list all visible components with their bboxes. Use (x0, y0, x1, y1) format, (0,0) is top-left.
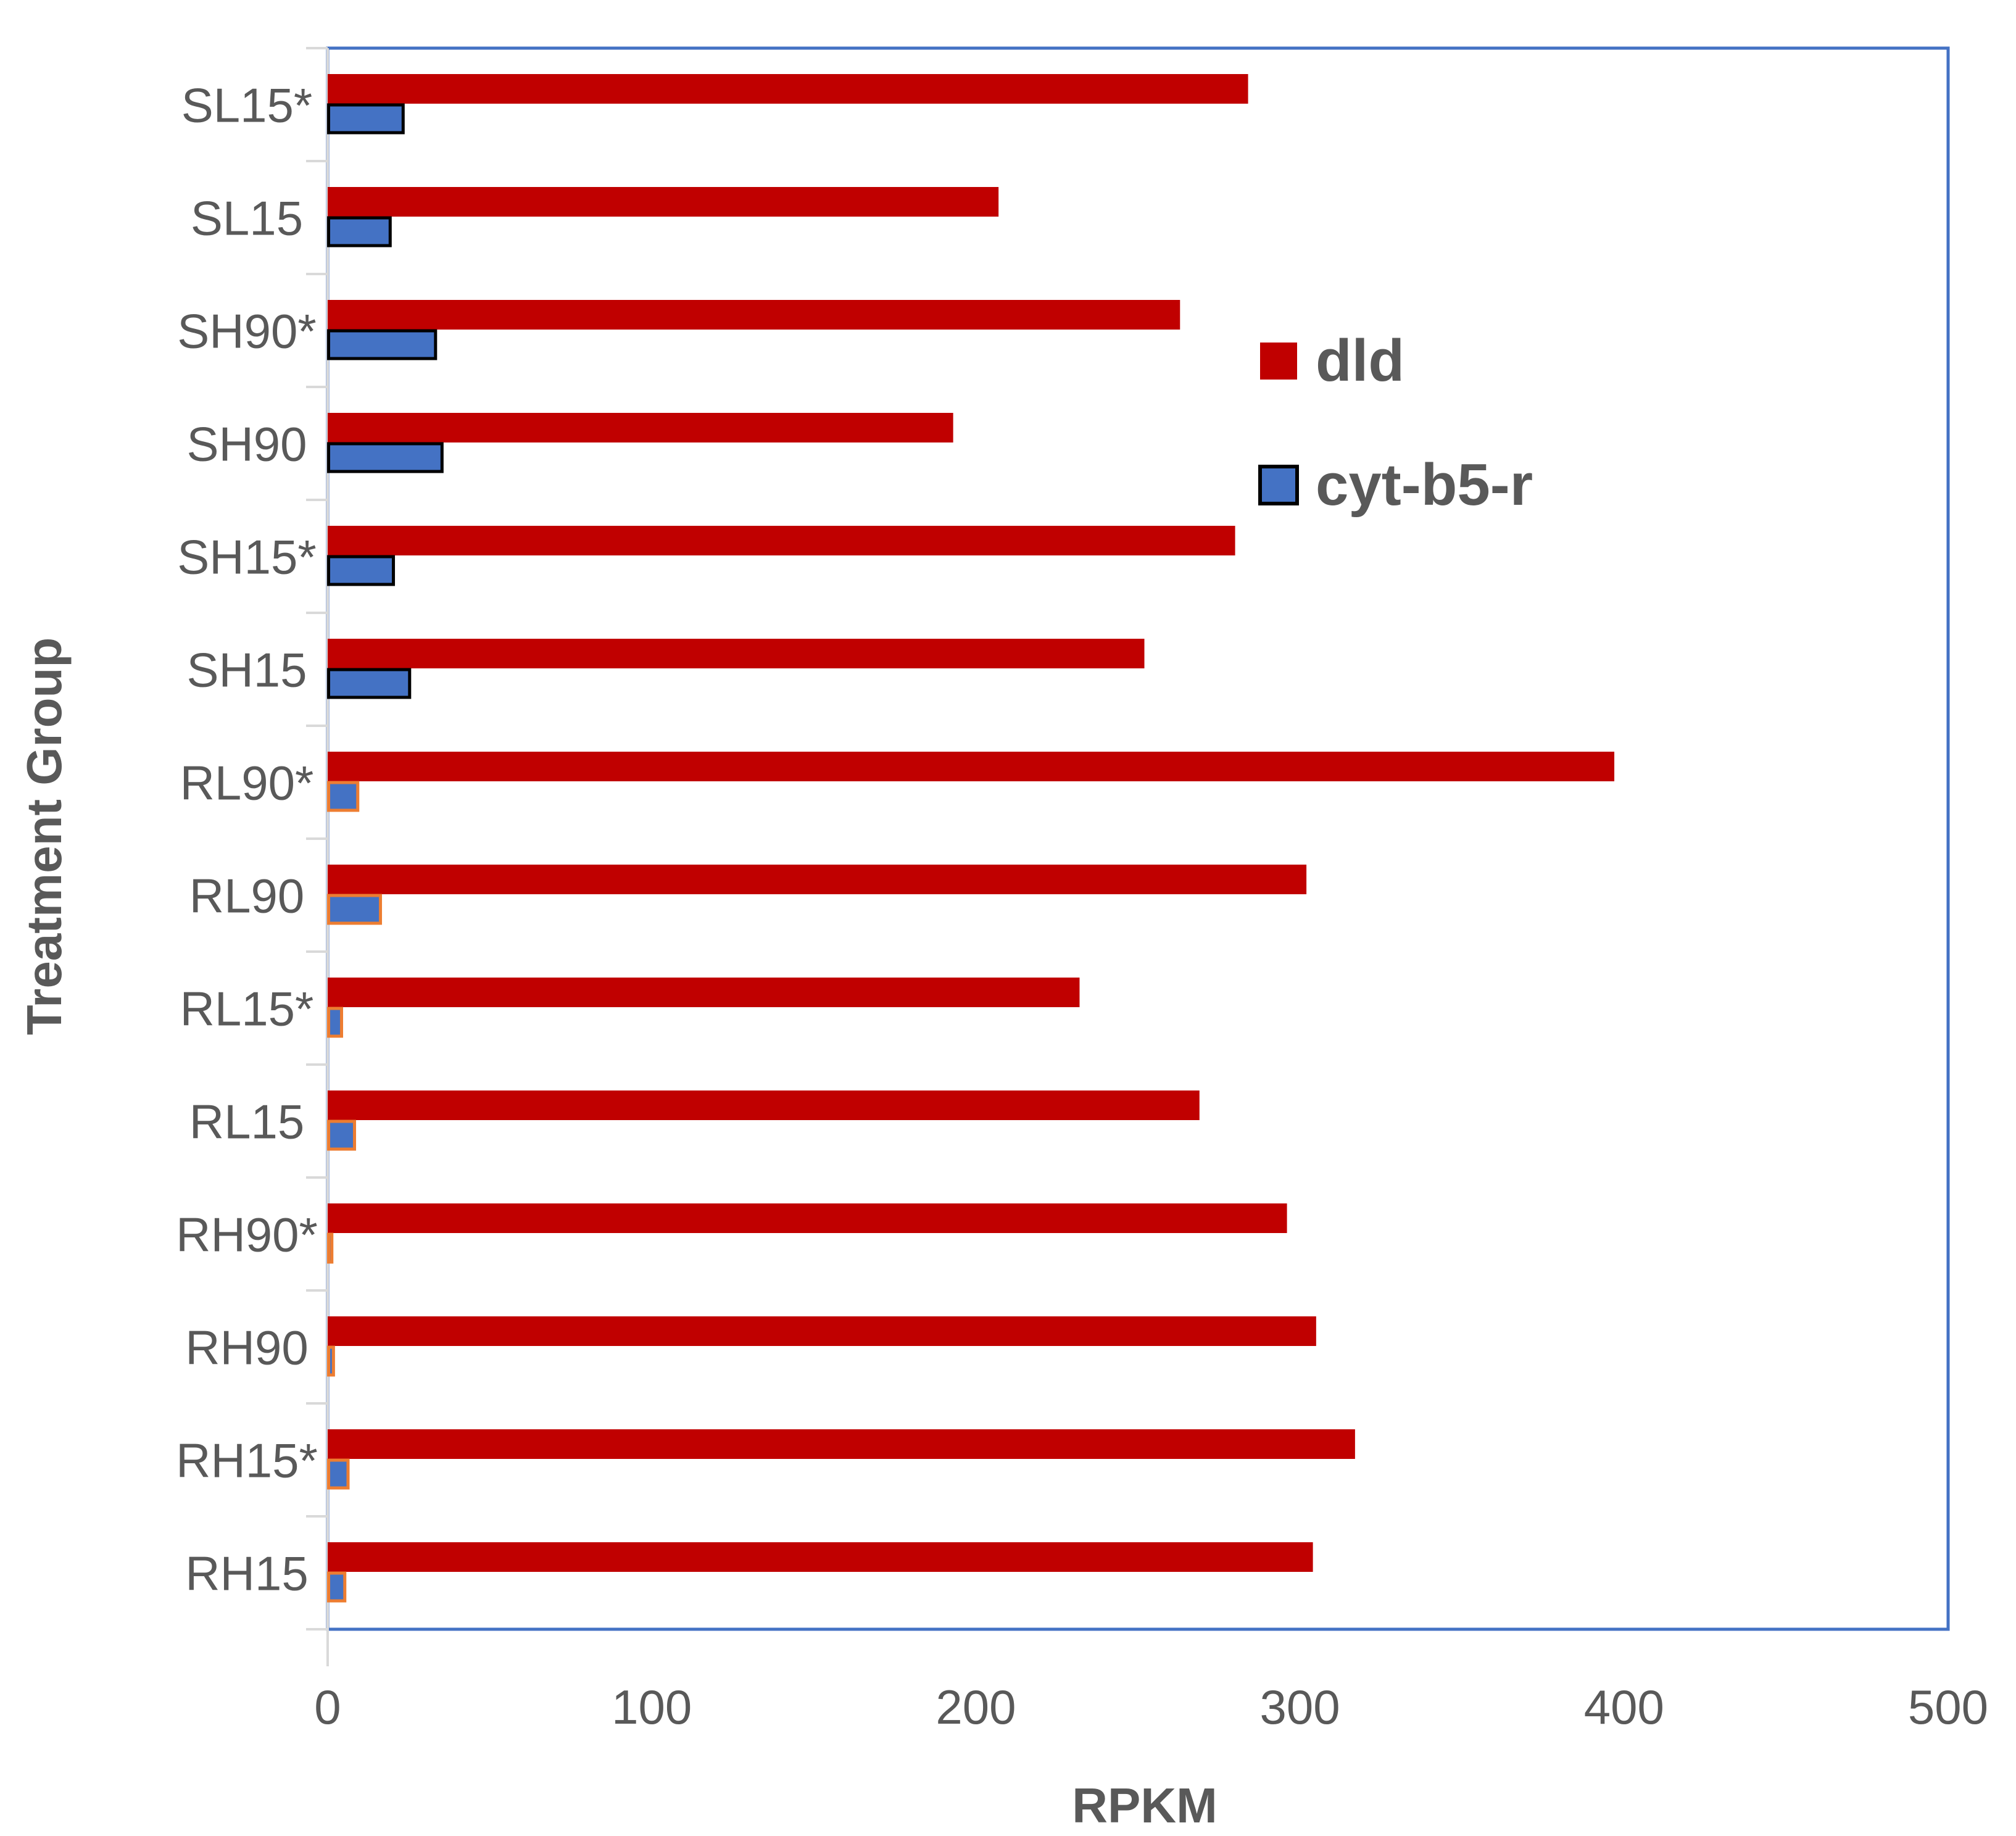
category-axis-ticks (306, 47, 328, 1630)
category-label: RL90 (189, 869, 304, 923)
bar-cyt-b5-r (327, 668, 412, 699)
bar-dld (328, 978, 1080, 1007)
legend-label: cyt-b5-r (1316, 452, 1533, 518)
legend-swatch (1260, 343, 1297, 380)
category-label: RL15 (189, 1095, 304, 1149)
bar-cyt-b5-r (327, 442, 444, 473)
bars (327, 74, 1615, 1603)
category-label: RH15* (176, 1434, 318, 1488)
category-label: SH90* (177, 304, 316, 359)
category-label: SH90 (186, 417, 307, 471)
plot-frame (326, 46, 1950, 1631)
bar-cyt-b5-r (327, 103, 405, 135)
bar-cyt-b5-r (327, 1458, 350, 1490)
y-axis-title: Treatment Group (17, 638, 72, 1036)
value-tick-label: 300 (1260, 1680, 1340, 1734)
x-axis-title: RPKM (1072, 1778, 1217, 1833)
bar-cyt-b5-r (327, 216, 392, 247)
bar-cyt-b5-r (327, 781, 360, 812)
value-tick-label: 0 (314, 1680, 341, 1734)
bar-cyt-b5-r (327, 1571, 347, 1603)
bar-cyt-b5-r (327, 894, 383, 925)
legend: dld cyt-b5-r (1258, 328, 1533, 518)
bar-cyt-b5-r (327, 1232, 334, 1264)
bar-dld (328, 526, 1235, 555)
category-label: RH90 (185, 1321, 308, 1375)
legend-swatch (1258, 465, 1299, 505)
value-tick-label: 200 (935, 1680, 1016, 1734)
bar-dld (328, 1203, 1287, 1233)
bar-dld (328, 74, 1248, 104)
bar-dld (328, 752, 1615, 781)
bar-dld (328, 187, 999, 217)
bar-cyt-b5-r (327, 1119, 357, 1151)
legend-label: dld (1316, 328, 1404, 394)
bar-cyt-b5-r (327, 329, 438, 360)
bar-dld (328, 413, 953, 442)
category-label: SL15* (181, 78, 313, 133)
legend-entry: dld (1260, 328, 1404, 394)
bar-dld (328, 300, 1180, 330)
category-label: RL90* (180, 756, 314, 810)
value-tick-label: 500 (1908, 1680, 1988, 1734)
bar-cyt-b5-r (327, 1345, 335, 1377)
bar-cyt-b5-r (327, 1007, 344, 1038)
category-label: SH15* (177, 530, 316, 584)
bar-dld (328, 1316, 1316, 1346)
legend-entry: cyt-b5-r (1258, 452, 1533, 518)
category-label: SH15 (186, 643, 307, 697)
bar-dld (328, 865, 1307, 894)
bar-dld (328, 639, 1145, 668)
category-label: RH15 (185, 1547, 308, 1601)
value-tick-labels: 0 100 200 300 400 500 (314, 1680, 1988, 1734)
bar-dld (328, 1090, 1200, 1120)
category-tick-labels: SL15* SL15 SH90* SH90 SH15* SH15 RL90* RL90 RL15… (176, 78, 318, 1601)
bar-dld (328, 1429, 1355, 1459)
value-tick-label: 400 (1584, 1680, 1664, 1734)
category-label: SL15 (191, 191, 303, 246)
value-tick-label: 100 (612, 1680, 692, 1734)
category-label: RH90* (176, 1208, 318, 1262)
bar-dld (328, 1542, 1313, 1572)
category-label: RL15* (180, 982, 314, 1036)
bar-cyt-b5-r (327, 555, 396, 586)
